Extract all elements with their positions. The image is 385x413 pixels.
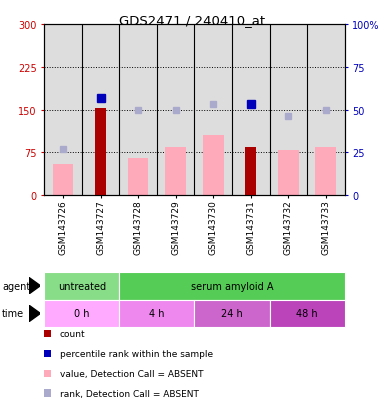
Text: 24 h: 24 h: [221, 309, 243, 319]
Text: percentile rank within the sample: percentile rank within the sample: [60, 349, 213, 358]
Bar: [165, 147, 186, 196]
Text: 48 h: 48 h: [296, 309, 318, 319]
Text: untreated: untreated: [58, 281, 106, 291]
Text: value, Detection Call = ABSENT: value, Detection Call = ABSENT: [60, 369, 203, 378]
Text: 0 h: 0 h: [74, 309, 90, 319]
Text: rank, Detection Call = ABSENT: rank, Detection Call = ABSENT: [60, 389, 199, 398]
Text: 4 h: 4 h: [149, 309, 165, 319]
Text: serum amyloid A: serum amyloid A: [191, 281, 273, 291]
Bar: [245, 147, 256, 196]
Bar: [278, 150, 299, 196]
Text: time: time: [2, 309, 24, 319]
Polygon shape: [29, 278, 40, 294]
Text: agent: agent: [2, 281, 30, 291]
Bar: [128, 159, 149, 196]
Bar: [203, 136, 224, 196]
Text: count: count: [60, 329, 85, 338]
Polygon shape: [29, 305, 40, 322]
Text: GDS2471 / 240410_at: GDS2471 / 240410_at: [119, 14, 266, 27]
Bar: [315, 147, 336, 196]
Bar: [95, 109, 106, 196]
Bar: [53, 164, 74, 196]
